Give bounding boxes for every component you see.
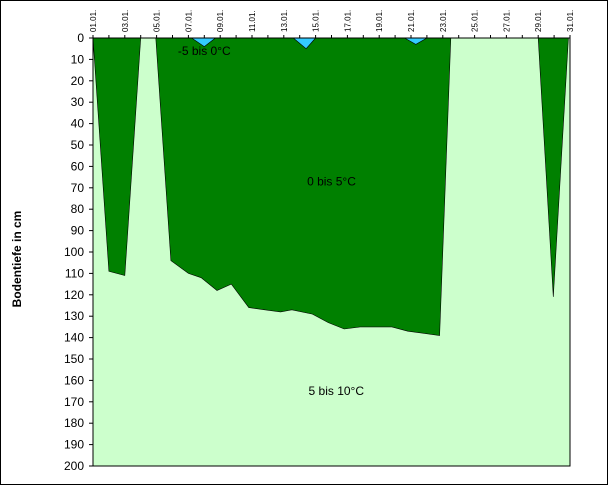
y-tick-label: 30 xyxy=(71,95,85,109)
x-tick-label: 27.01. xyxy=(502,10,511,32)
x-tick-label: 13.01. xyxy=(280,10,289,32)
x-tick-label: 21.01. xyxy=(407,10,416,32)
x-tick-label: 11.01. xyxy=(248,10,257,32)
zone-label: -5 bis 0°C xyxy=(178,44,231,58)
y-tick-label: 80 xyxy=(71,202,85,216)
x-tick-label: 19.01. xyxy=(375,10,384,32)
y-tick-label: 40 xyxy=(71,117,85,131)
axes: 0 10 20 30 40 50 60 70 80 90 100 110 120 130 140 150 160… xyxy=(64,10,575,473)
x-tick-label: 23.01. xyxy=(439,10,448,32)
x-tick-label: 31.01. xyxy=(566,10,575,32)
x-tick-label: 15.01. xyxy=(312,10,321,32)
x-tick-label: 01.01. xyxy=(89,10,98,32)
x-tick-label: 25.01. xyxy=(471,10,480,32)
x-tick-label: 03.01. xyxy=(121,10,130,32)
zone-label: 0 bis 5°C xyxy=(307,174,356,188)
y-tick-label: 60 xyxy=(71,159,85,173)
y-tick-label: 140 xyxy=(64,331,84,345)
y-axis-title: Bodentiefe in cm xyxy=(10,211,24,308)
y-tick-label: 120 xyxy=(64,288,84,302)
x-tick-label: 29.01. xyxy=(534,10,543,32)
y-tick-label: 70 xyxy=(71,181,85,195)
x-tick-label: 05.01. xyxy=(153,10,162,32)
zone-labels: -5 bis 0°C 0 bis 5°C 5 bis 10°C xyxy=(178,44,364,398)
y-tick-label: 10 xyxy=(71,52,85,66)
x-tick-label: 07.01. xyxy=(184,10,193,32)
y-tick-label: 100 xyxy=(64,245,84,259)
y-tick-label: 90 xyxy=(71,224,85,238)
y-tick-label: 190 xyxy=(64,438,84,452)
x-tick-label: 17.01. xyxy=(343,10,352,32)
y-tick-label: 20 xyxy=(71,74,85,88)
zone-label: 5 bis 10°C xyxy=(309,384,365,398)
y-tick-label: 130 xyxy=(64,309,84,323)
y-tick-label: 150 xyxy=(64,352,84,366)
y-tick-label: 110 xyxy=(65,266,84,280)
y-tick-label: 50 xyxy=(71,138,85,152)
y-tick-label: 180 xyxy=(64,416,84,430)
y-tick-label: 170 xyxy=(64,395,84,409)
y-tick-label: 160 xyxy=(64,373,84,387)
plot-area xyxy=(92,37,570,466)
y-tick-label: 0 xyxy=(77,31,84,45)
y-tick-label: 200 xyxy=(64,459,84,473)
x-tick-label: 09.01. xyxy=(216,10,225,32)
